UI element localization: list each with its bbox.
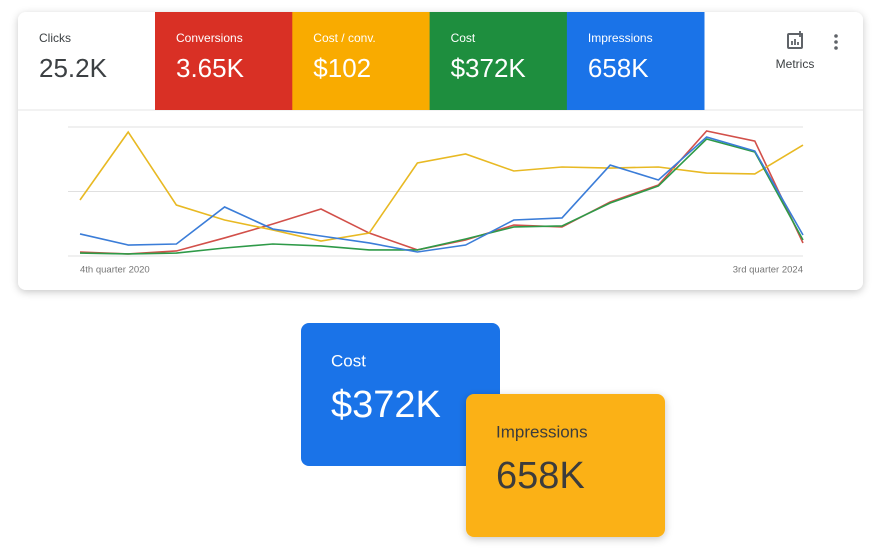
metric-tile[interactable] xyxy=(429,12,568,110)
metric-card xyxy=(301,323,500,466)
x-tick-label: 4th quarter 2020 xyxy=(80,265,150,276)
card-value: $372K xyxy=(331,384,441,426)
tile-value: $102 xyxy=(313,53,371,83)
metric-tile[interactable] xyxy=(292,12,430,110)
more-menu[interactable] xyxy=(834,34,838,50)
tile-value: 3.65K xyxy=(176,53,245,83)
tile-value: $372K xyxy=(451,53,527,83)
metric-tile[interactable] xyxy=(155,12,293,110)
metrics-icon[interactable] xyxy=(787,31,803,49)
metrics-button[interactable]: Metrics xyxy=(776,57,815,71)
tile-label: Clicks xyxy=(39,31,71,45)
card-label: Impressions xyxy=(496,422,588,441)
tile-label: Conversions xyxy=(176,31,243,45)
tile-value: 658K xyxy=(588,53,649,83)
metric-card xyxy=(466,394,665,537)
tile-value: 25.2K xyxy=(39,53,108,83)
x-tick-label: 3rd quarter 2024 xyxy=(733,265,803,276)
series-line xyxy=(79,138,804,255)
metric-tile[interactable] xyxy=(566,12,705,110)
tile-label: Impressions xyxy=(588,31,653,45)
card-value: 658K xyxy=(496,455,585,497)
card-label: Cost xyxy=(331,351,366,370)
series-line xyxy=(79,136,804,253)
tile-label: Cost / conv. xyxy=(313,31,375,45)
tile-label: Cost xyxy=(451,31,476,45)
series-line xyxy=(79,130,804,242)
